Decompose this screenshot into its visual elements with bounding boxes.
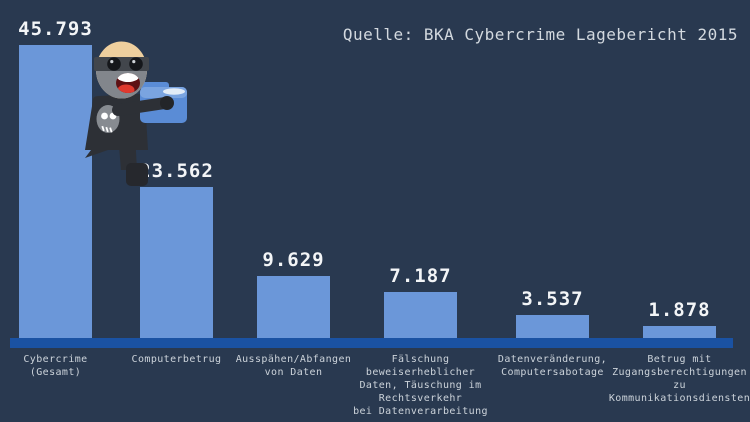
- bar-category-label: Ausspähen/Abfangen von Daten: [235, 354, 352, 378]
- chart-source-title: Quelle: BKA Cybercrime Lagebericht 2015: [342, 25, 738, 44]
- bar-category-label: Fälschung beweiserheblicher Daten, Täusc…: [353, 354, 488, 417]
- bar: [384, 292, 457, 338]
- burglar-character: [85, 41, 187, 186]
- bar-value-label: 7.187: [389, 265, 452, 287]
- bar: [257, 276, 330, 338]
- bar: [516, 315, 589, 338]
- bar: [643, 326, 716, 338]
- bar-category-label: Cybercrime (Gesamt): [23, 354, 88, 378]
- bar-value-label: 9.629: [262, 249, 325, 271]
- x-axis-line: [10, 338, 733, 348]
- bar-category-label: Datenveränderung, Computersabotage: [497, 354, 608, 378]
- bar-category-label: Betrug mit Zugangsberechtigungen zu Komm…: [608, 354, 750, 404]
- bar-value-label: 23.562: [139, 160, 214, 182]
- bar-category-label: Computerbetrug: [131, 354, 222, 365]
- bar-value-label: 45.793: [18, 18, 93, 40]
- bar-value-label: 1.878: [648, 299, 711, 321]
- bar-value-label: 3.537: [521, 288, 584, 310]
- sunglasses-lens: [129, 57, 143, 71]
- burglar-arm: [112, 96, 174, 116]
- bar: [19, 45, 92, 338]
- bar: [140, 187, 213, 338]
- sunglasses-lens: [107, 57, 121, 71]
- burglar-head: [94, 41, 149, 99]
